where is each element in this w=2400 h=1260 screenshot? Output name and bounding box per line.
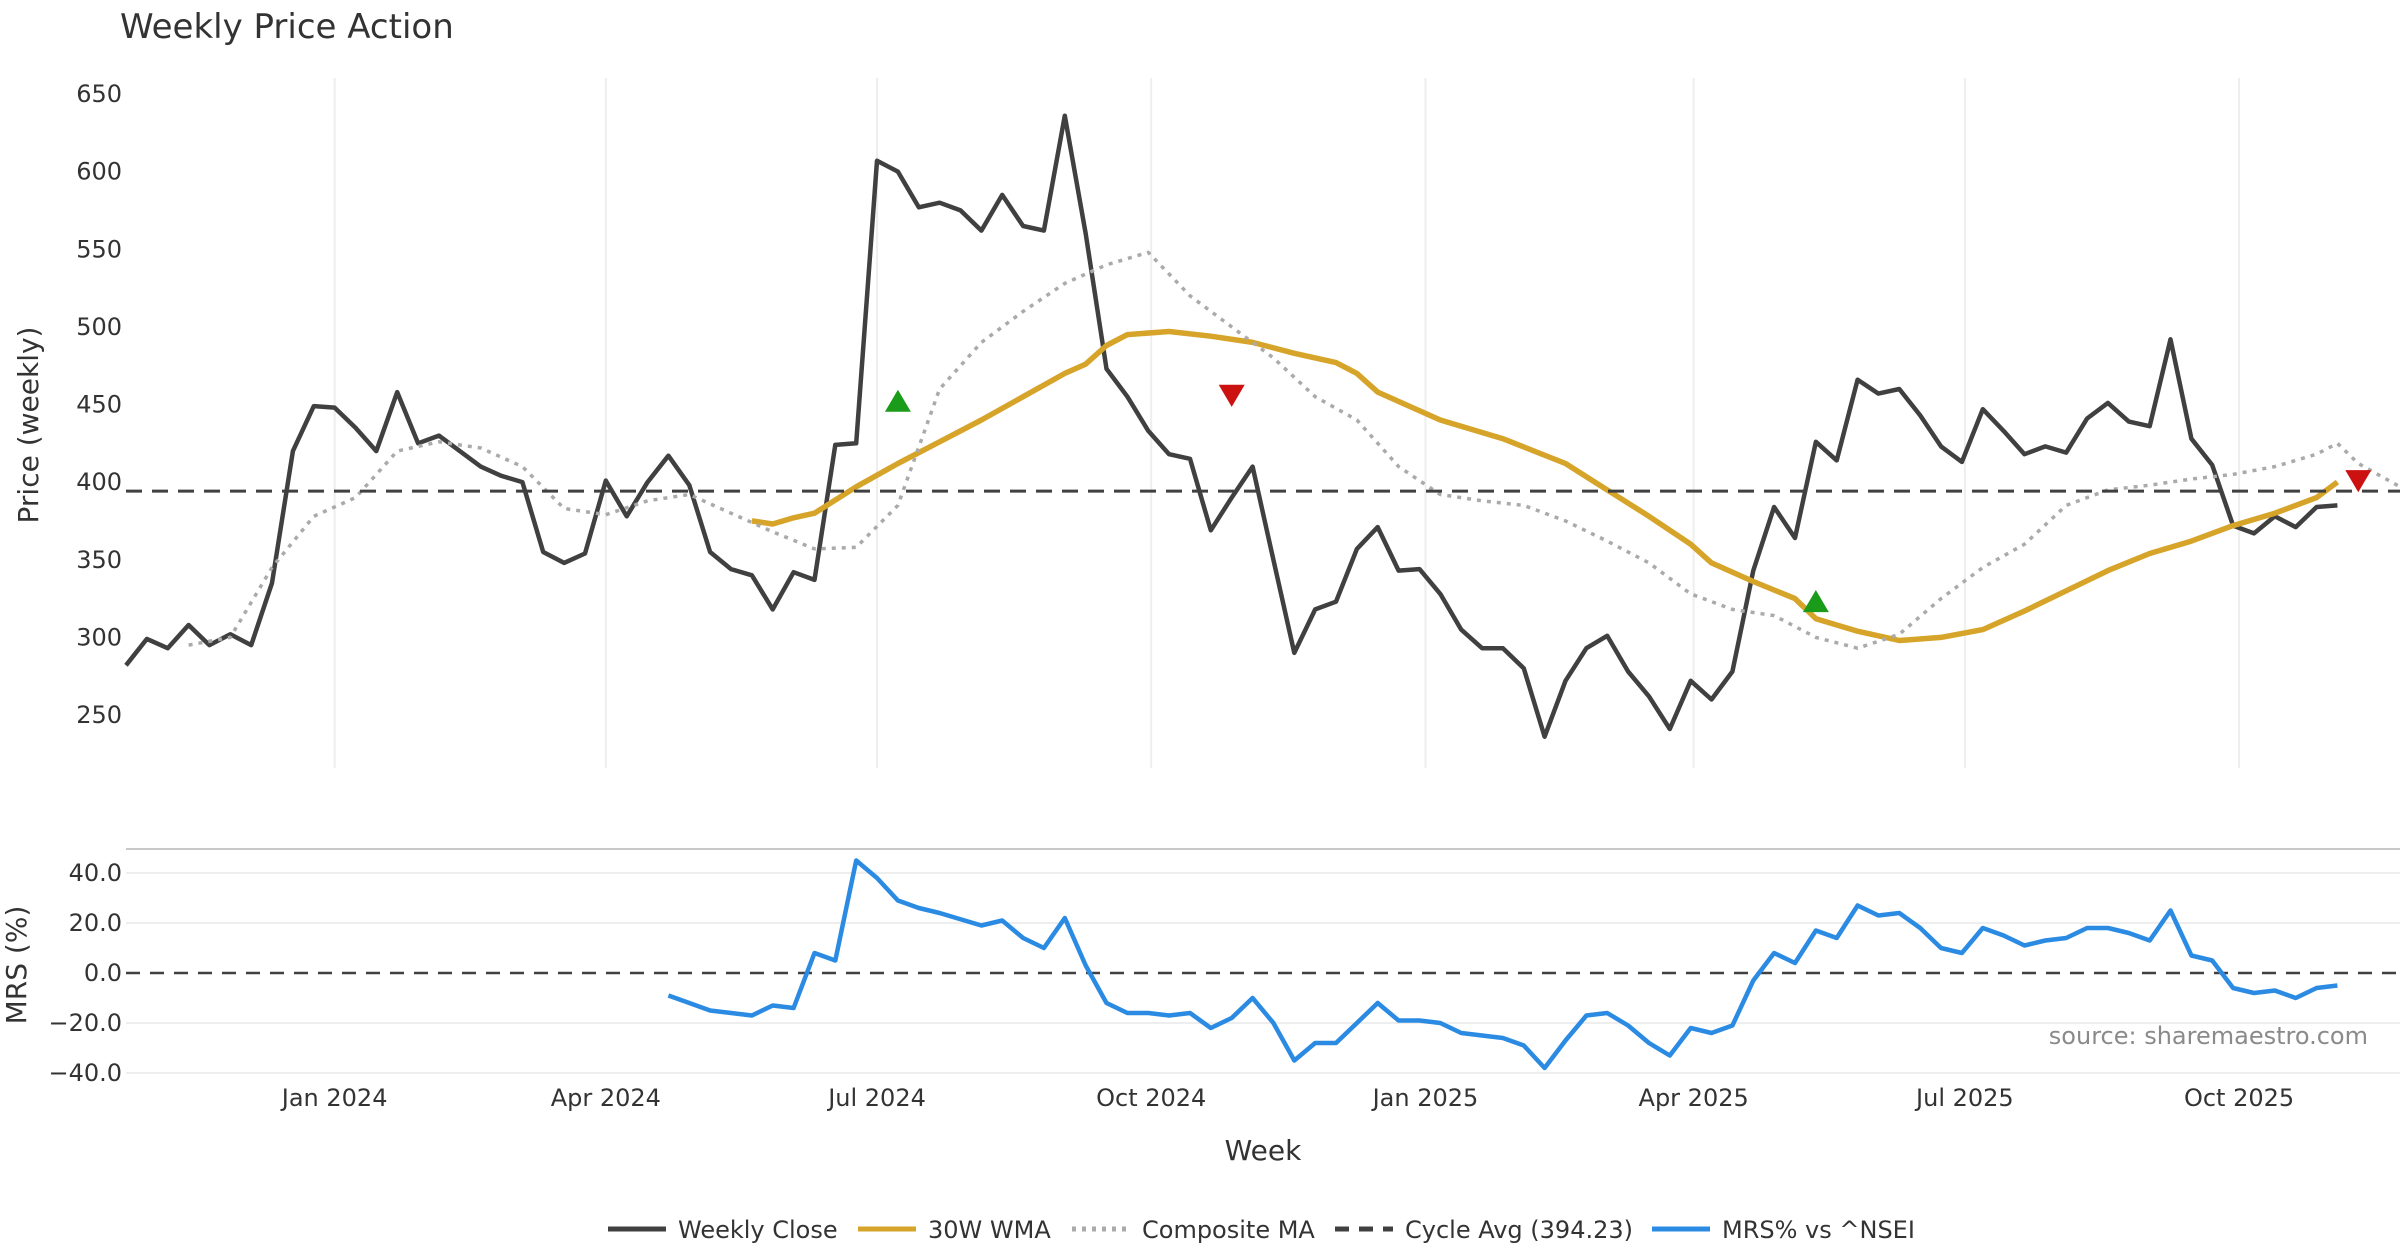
mrs-y-axis-label: MRS (%) xyxy=(0,906,33,1025)
x-tick-label: Oct 2025 xyxy=(2184,1084,2294,1112)
buy-signal-marker xyxy=(884,389,911,412)
chart-title: Weekly Price Action xyxy=(120,7,454,47)
x-tick-label: Jul 2025 xyxy=(1914,1084,2014,1112)
sell-signal-marker xyxy=(2345,470,2372,493)
mrs-y-tick-label: 20.0 xyxy=(69,909,122,937)
mrs-y-tick-label: −20.0 xyxy=(48,1009,122,1037)
buy-signal-marker xyxy=(1802,589,1829,613)
legend-label: 30W WMA xyxy=(928,1216,1051,1244)
x-axis-label: Week xyxy=(1225,1134,1302,1167)
mrs-panel: −40.0 −20.0 0.0 20.0 40.0 xyxy=(48,858,2400,1087)
y-tick-label: 400 xyxy=(76,468,122,496)
y-tick-label: 650 xyxy=(76,80,122,108)
y-tick-label: 450 xyxy=(76,391,122,419)
legend-label: Cycle Avg (394.23) xyxy=(1405,1216,1633,1244)
legend: Weekly Close 30W WMA Composite MA Cycle Avg… xyxy=(608,1216,1915,1244)
x-tick-label: Jul 2024 xyxy=(826,1084,926,1112)
y-tick-label: 250 xyxy=(76,701,122,729)
x-tick-label: Jan 2024 xyxy=(280,1084,388,1112)
composite-ma-line xyxy=(188,250,2400,650)
legend-label: Weekly Close xyxy=(678,1216,838,1244)
mrs-y-tick-label: 0.0 xyxy=(84,959,122,987)
source-annotation: source: sharemaestro.com xyxy=(2049,1022,2368,1050)
wma-line xyxy=(751,328,2340,644)
mrs-y-tick-label: −40.0 xyxy=(48,1059,122,1087)
price-panel: 250 300 350 400 450 500 550 600 650 xyxy=(76,78,2400,768)
mrs-line xyxy=(667,858,2338,1071)
y-tick-label: 600 xyxy=(76,158,122,186)
price-y-axis-label: Price (weekly) xyxy=(12,327,45,524)
y-tick-label: 350 xyxy=(76,546,122,574)
legend-label: Composite MA xyxy=(1142,1216,1315,1244)
legend-label: MRS% vs ^NSEI xyxy=(1722,1216,1915,1244)
y-tick-label: 550 xyxy=(76,235,122,263)
y-tick-label: 300 xyxy=(76,623,122,651)
mrs-y-tick-label: 40.0 xyxy=(69,859,122,887)
x-tick-label: Oct 2024 xyxy=(1096,1084,1206,1112)
x-tick-label: Apr 2025 xyxy=(1639,1084,1749,1112)
y-tick-label: 500 xyxy=(76,313,122,341)
x-tick-label: Jan 2025 xyxy=(1371,1084,1479,1112)
weekly-close-line xyxy=(124,113,2338,739)
x-tick-label: Apr 2024 xyxy=(551,1084,661,1112)
sell-signal-marker xyxy=(1218,384,1245,407)
